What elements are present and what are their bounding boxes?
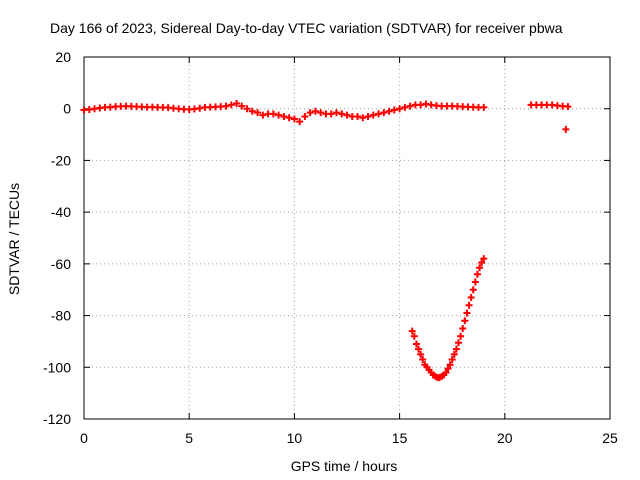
data-point [343, 111, 351, 119]
data-point [290, 115, 298, 123]
data-point [275, 111, 283, 119]
chart-title: Day 166 of 2023, Sidereal Day-to-day VTE… [50, 20, 563, 36]
plot-frame [83, 56, 611, 420]
data-point [259, 111, 267, 119]
data-point [417, 350, 425, 358]
y-tick-label: -40 [51, 204, 71, 220]
data-point [455, 339, 463, 347]
data-point [338, 110, 346, 118]
data-point [467, 293, 475, 301]
data-point [480, 255, 488, 263]
y-tick-label: 20 [55, 49, 71, 65]
data-point [227, 101, 235, 109]
data-point [222, 102, 230, 110]
x-tick-label: 5 [185, 430, 193, 446]
axes [83, 56, 611, 420]
data-point [419, 356, 427, 364]
x-tick-label: 25 [602, 430, 618, 446]
data-point [254, 109, 262, 117]
data-point [564, 103, 572, 111]
data-point [463, 309, 471, 317]
data-point [243, 105, 251, 113]
y-tick-label: -100 [43, 359, 71, 375]
data-point [459, 325, 467, 332]
data-point [280, 112, 288, 120]
data-point [380, 109, 388, 117]
data-point [446, 361, 454, 369]
data-point [269, 110, 277, 118]
data-point [369, 111, 377, 119]
data-point [410, 332, 418, 340]
data-point [311, 107, 319, 115]
data-point [562, 125, 570, 133]
data-point [238, 102, 246, 110]
data-point [471, 278, 479, 286]
x-tick-label: 20 [497, 430, 513, 446]
x-tick-label: 15 [392, 430, 408, 446]
y-tick-labels: -120 -100 -80 -60 -40 -20 0 20 [43, 49, 71, 427]
data-point [480, 103, 488, 111]
data-point [412, 340, 420, 348]
data-point [375, 110, 383, 118]
data-point [469, 286, 477, 294]
data-point [385, 107, 393, 115]
data-point [390, 106, 398, 114]
x-tick-label: 0 [80, 430, 88, 446]
data-point [442, 368, 450, 376]
x-axis-label: GPS time / hours [291, 458, 398, 474]
data-point [396, 105, 404, 113]
data-point [233, 100, 241, 108]
data-point [354, 112, 362, 120]
data-point [457, 332, 465, 340]
data-point [408, 327, 416, 335]
y-tick-label: -20 [51, 152, 71, 168]
data-point [306, 109, 314, 117]
data-point [332, 109, 340, 117]
data-point [248, 107, 256, 115]
y-tick-label: -120 [43, 411, 71, 427]
data-point [450, 350, 458, 358]
data-points [80, 100, 572, 382]
data-point [359, 114, 367, 122]
data-point [478, 259, 486, 267]
data-point [461, 317, 469, 325]
x-tick-labels: 0 5 10 15 20 25 [80, 430, 618, 446]
data-point [473, 270, 481, 278]
grid-lines [84, 57, 610, 419]
data-point [285, 114, 293, 122]
y-tick-label: 0 [63, 101, 71, 117]
data-point [465, 301, 473, 309]
data-point [317, 109, 325, 117]
data-point [448, 356, 456, 364]
data-point [452, 345, 460, 353]
data-point [327, 110, 335, 118]
data-point [364, 112, 372, 120]
data-point [406, 102, 414, 110]
data-point [401, 103, 409, 111]
y-tick-label: -80 [51, 308, 71, 324]
y-axis-label: SDTVAR / TECUs [6, 183, 22, 295]
data-point [476, 264, 484, 272]
data-point [415, 345, 423, 353]
data-point [301, 112, 309, 120]
y-tick-label: -60 [51, 256, 71, 272]
x-tick-label: 10 [287, 430, 303, 446]
data-point [296, 118, 304, 126]
data-point [444, 365, 452, 373]
